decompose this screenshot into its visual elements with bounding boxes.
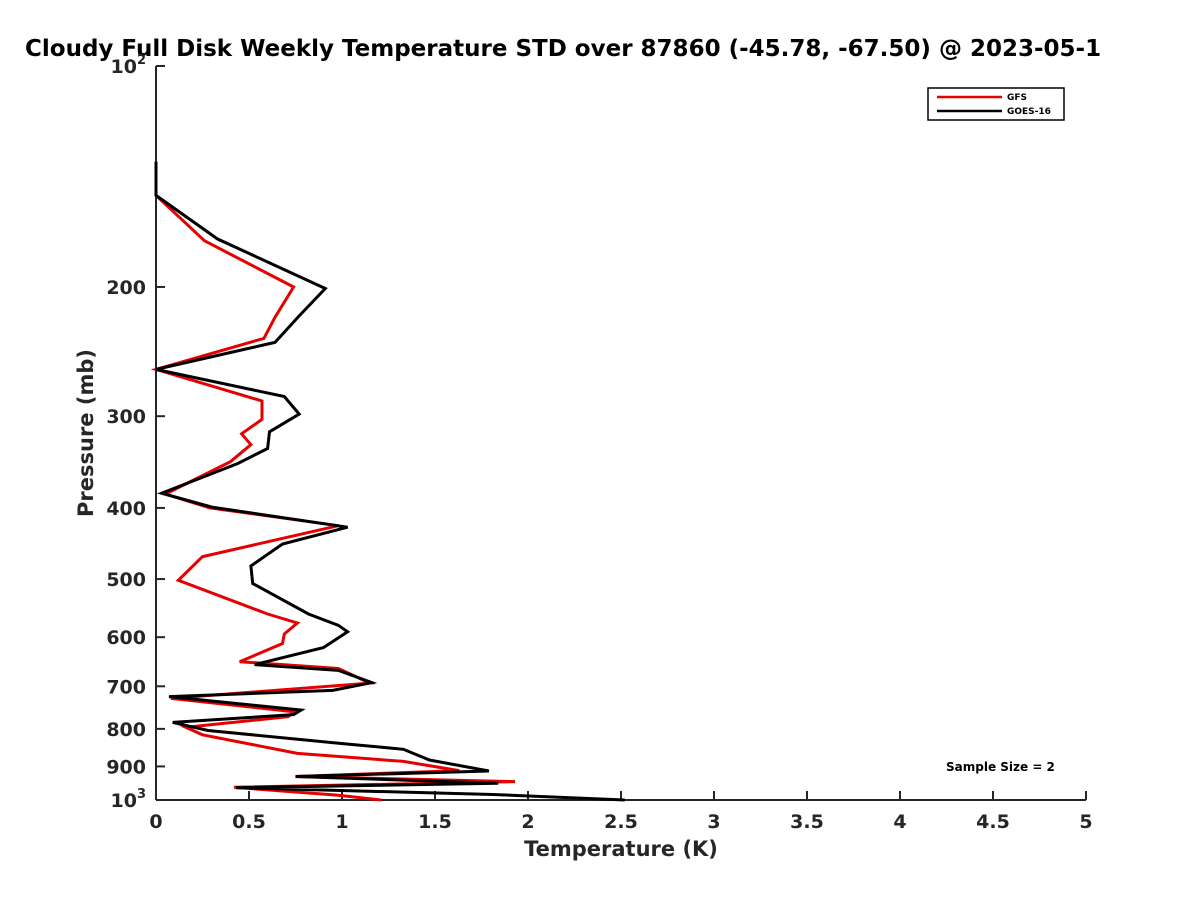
x-tick-label: 3 — [707, 811, 720, 833]
x-tick-label: 5 — [1079, 811, 1092, 833]
legend-label-goes16: GOES-16 — [1007, 107, 1051, 117]
y-tick-label: 700 — [106, 676, 146, 698]
y-tick-label: 600 — [106, 627, 146, 649]
legend-box — [927, 87, 1065, 121]
x-tick-label: 1 — [335, 811, 348, 833]
y-tick-label: 400 — [106, 498, 146, 520]
y-tick-label: 102 — [111, 53, 147, 78]
y-tick-label: 800 — [106, 719, 146, 741]
x-tick-label: 1.5 — [418, 811, 452, 833]
series-line-goes16 — [154, 161, 625, 802]
y-tick-label: 200 — [106, 277, 146, 299]
y-tick-label: 500 — [106, 569, 146, 591]
series-line-gfs — [150, 161, 516, 802]
chart-title: Cloudy Full Disk Weekly Temperature STD … — [25, 36, 1101, 62]
series-layer — [150, 161, 625, 802]
x-tick-label: 4.5 — [976, 811, 1010, 833]
x-tick-label: 2.5 — [604, 811, 638, 833]
y-axis-ticks: 102 200 300 400 500 600 700 800 900 103 — [106, 53, 165, 812]
x-axis-label: Temperature (K) — [524, 837, 718, 861]
sample-size-annotation: Sample Size = 2 — [946, 760, 1055, 774]
y-tick-label: 900 — [106, 756, 146, 778]
y-tick-label: 103 — [111, 787, 147, 812]
x-tick-label: 3.5 — [790, 811, 824, 833]
legend: GFS GOES-16 — [927, 87, 1065, 121]
y-tick-label: 300 — [106, 406, 146, 428]
y-axis-label: Pressure (mb) — [74, 349, 98, 517]
x-tick-label: 4 — [893, 811, 906, 833]
x-axis-ticks: 0 0.5 1 1.5 2 2.5 3 3.5 4 4.5 5 — [149, 791, 1093, 833]
x-tick-label: 0 — [149, 811, 162, 833]
x-tick-label: 2 — [521, 811, 534, 833]
x-tick-label: 0.5 — [232, 811, 266, 833]
legend-label-gfs: GFS — [1007, 93, 1027, 103]
plot-area: 102 200 300 400 500 600 700 800 900 103 0 0.5 1 1.5 2… — [106, 53, 1092, 833]
